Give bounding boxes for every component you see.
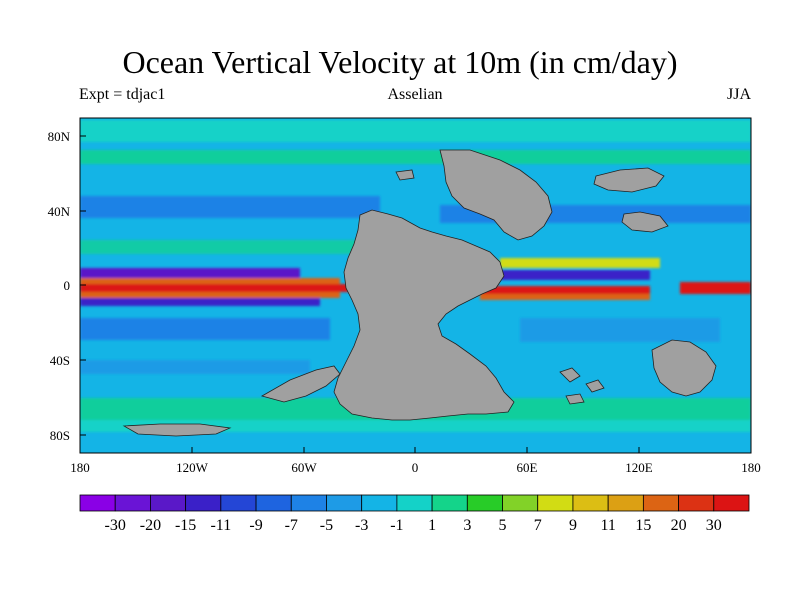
- latitude-label: 40N: [48, 204, 71, 219]
- colorbar-label: 30: [706, 517, 722, 534]
- longitude-label: 0: [412, 460, 419, 475]
- longitude-labels: 180 120W 60W 0 60E 120E 180: [70, 460, 761, 475]
- land-masses: [122, 149, 717, 437]
- longitude-label: 180: [70, 460, 90, 475]
- colorbar-swatch: [466, 494, 503, 512]
- colorbar-label: -30: [105, 517, 126, 534]
- southeast-landmass: [651, 339, 717, 397]
- longitude-label: 60E: [517, 460, 538, 475]
- colorbar-swatch: [396, 494, 433, 512]
- southern-strip: [122, 423, 232, 437]
- period-label: Asselian: [387, 86, 443, 103]
- southwest-peninsula: [260, 365, 341, 403]
- latitude-labels: 80N 40N 0 40S 80S: [48, 129, 71, 443]
- colorbar-labels: -30 -20 -15 -11 -9 -7 -5 -3 -1 1 3 5 7 9 11 15 20 30: [105, 517, 722, 534]
- colorbar-swatch: [79, 494, 116, 512]
- chart-title: Ocean Vertical Velocity at 10m (in cm/da…: [122, 44, 678, 80]
- latitude-label: 40S: [50, 353, 70, 368]
- colorbar-label: 7: [534, 517, 542, 534]
- colorbar-swatch: [150, 494, 187, 512]
- colorbar-swatch: [255, 494, 292, 512]
- map-field: [80, 118, 751, 453]
- colorbar-label: -5: [320, 517, 333, 534]
- northern-island: [593, 167, 665, 193]
- longitude-label: 120E: [625, 460, 653, 475]
- colorbar-label: 1: [428, 517, 436, 534]
- colorbar-label: -11: [210, 517, 231, 534]
- colorbar-label: 5: [499, 517, 507, 534]
- experiment-label: Expt = tdjac1: [79, 86, 166, 103]
- colorbar-label: -1: [390, 517, 403, 534]
- colorbar: [79, 494, 750, 512]
- colorbar-swatch: [290, 494, 327, 512]
- colorbar-label: -20: [140, 517, 161, 534]
- latitude-label: 80N: [48, 129, 71, 144]
- northeast-landmass: [439, 149, 553, 241]
- longitude-label: 120W: [176, 460, 209, 475]
- colorbar-label: 9: [569, 517, 577, 534]
- colorbar-label: 15: [635, 517, 651, 534]
- colorbar-swatch: [607, 494, 644, 512]
- longitude-label: 60W: [291, 460, 317, 475]
- colorbar-swatch: [642, 494, 679, 512]
- season-label: JJA: [726, 86, 751, 103]
- east-island: [621, 211, 669, 233]
- colorbar-label: -3: [355, 517, 368, 534]
- colorbar-swatch: [572, 494, 609, 512]
- colorbar-swatch: [537, 494, 574, 512]
- small-island: [395, 169, 415, 181]
- colorbar-swatch: [220, 494, 257, 512]
- colorbar-label: 20: [671, 517, 687, 534]
- central-continent: [333, 209, 515, 421]
- colorbar-label: -9: [249, 517, 262, 534]
- colorbar-label: 3: [463, 517, 471, 534]
- longitude-label: 180: [741, 460, 761, 475]
- colorbar-swatch: [713, 494, 750, 512]
- colorbar-swatch: [326, 494, 363, 512]
- axis-ticks: [79, 135, 752, 453]
- colorbar-swatch: [678, 494, 715, 512]
- colorbar-swatch: [502, 494, 539, 512]
- colorbar-label: 11: [600, 517, 615, 534]
- colorbar-swatch: [431, 494, 468, 512]
- colorbar-swatch: [114, 494, 151, 512]
- colorbar-label: -15: [175, 517, 196, 534]
- colorbar-swatch: [185, 494, 222, 512]
- colorbar-swatch: [361, 494, 398, 512]
- latitude-label: 80S: [50, 428, 70, 443]
- latitude-label: 0: [64, 278, 71, 293]
- colorbar-label: -7: [285, 517, 298, 534]
